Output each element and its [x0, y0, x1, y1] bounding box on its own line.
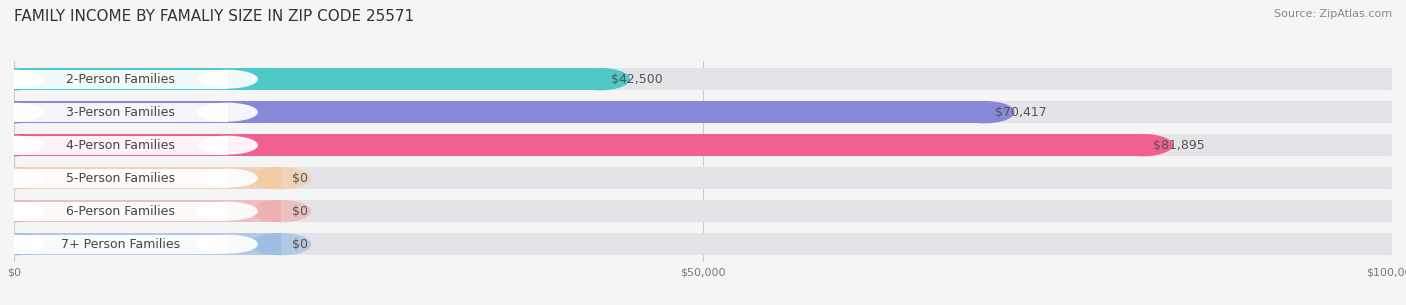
Ellipse shape	[250, 167, 311, 189]
Text: 6-Person Families: 6-Person Families	[66, 205, 176, 218]
Ellipse shape	[250, 233, 311, 255]
Text: 4-Person Families: 4-Person Families	[66, 139, 176, 152]
Bar	[14, 68, 600, 90]
Ellipse shape	[0, 167, 45, 189]
Text: $0: $0	[292, 205, 308, 218]
Ellipse shape	[0, 101, 45, 123]
Text: $42,500: $42,500	[610, 73, 662, 86]
Text: $0: $0	[292, 238, 308, 251]
Bar	[14, 200, 1392, 222]
Ellipse shape	[1361, 68, 1406, 90]
Ellipse shape	[0, 202, 45, 221]
Bar	[14, 134, 1392, 156]
Text: $81,895: $81,895	[1153, 139, 1205, 152]
Ellipse shape	[0, 200, 45, 222]
Ellipse shape	[1361, 101, 1406, 123]
Text: FAMILY INCOME BY FAMALIY SIZE IN ZIP CODE 25571: FAMILY INCOME BY FAMALIY SIZE IN ZIP COD…	[14, 9, 415, 24]
Ellipse shape	[0, 68, 45, 90]
Bar	[14, 136, 228, 155]
Ellipse shape	[0, 169, 45, 188]
Text: Source: ZipAtlas.com: Source: ZipAtlas.com	[1274, 9, 1392, 19]
Bar	[14, 233, 1392, 255]
Bar	[14, 202, 228, 221]
Text: 2-Person Families: 2-Person Families	[66, 73, 176, 86]
Ellipse shape	[197, 235, 257, 253]
Ellipse shape	[0, 70, 45, 88]
Ellipse shape	[250, 200, 311, 222]
Text: 3-Person Families: 3-Person Families	[66, 106, 176, 119]
Bar	[14, 70, 228, 88]
Text: 7+ Person Families: 7+ Person Families	[62, 238, 180, 251]
Ellipse shape	[1361, 134, 1406, 156]
Ellipse shape	[0, 68, 45, 90]
Bar	[14, 169, 228, 188]
Bar	[14, 68, 1392, 90]
Bar	[14, 103, 228, 122]
Ellipse shape	[955, 101, 1015, 123]
Bar	[14, 200, 281, 222]
Ellipse shape	[0, 101, 45, 123]
Text: $0: $0	[292, 172, 308, 185]
Ellipse shape	[0, 200, 45, 222]
Bar	[14, 233, 281, 255]
Ellipse shape	[1112, 134, 1173, 156]
Bar	[14, 101, 984, 123]
Ellipse shape	[0, 136, 45, 155]
Text: 5-Person Families: 5-Person Families	[66, 172, 176, 185]
Text: $70,417: $70,417	[995, 106, 1047, 119]
Bar	[14, 235, 228, 253]
Ellipse shape	[197, 136, 257, 155]
Ellipse shape	[197, 202, 257, 221]
Ellipse shape	[569, 68, 630, 90]
Ellipse shape	[0, 233, 45, 255]
Ellipse shape	[197, 103, 257, 122]
Ellipse shape	[0, 235, 45, 253]
Ellipse shape	[0, 103, 45, 122]
Ellipse shape	[197, 70, 257, 88]
Ellipse shape	[0, 134, 45, 156]
Ellipse shape	[1361, 200, 1406, 222]
Ellipse shape	[1361, 233, 1406, 255]
Bar	[14, 134, 1143, 156]
Bar	[14, 101, 1392, 123]
Ellipse shape	[0, 134, 45, 156]
Ellipse shape	[1361, 167, 1406, 189]
Ellipse shape	[0, 167, 45, 189]
Ellipse shape	[197, 169, 257, 188]
Bar	[14, 167, 281, 189]
Ellipse shape	[0, 233, 45, 255]
Bar	[14, 167, 1392, 189]
